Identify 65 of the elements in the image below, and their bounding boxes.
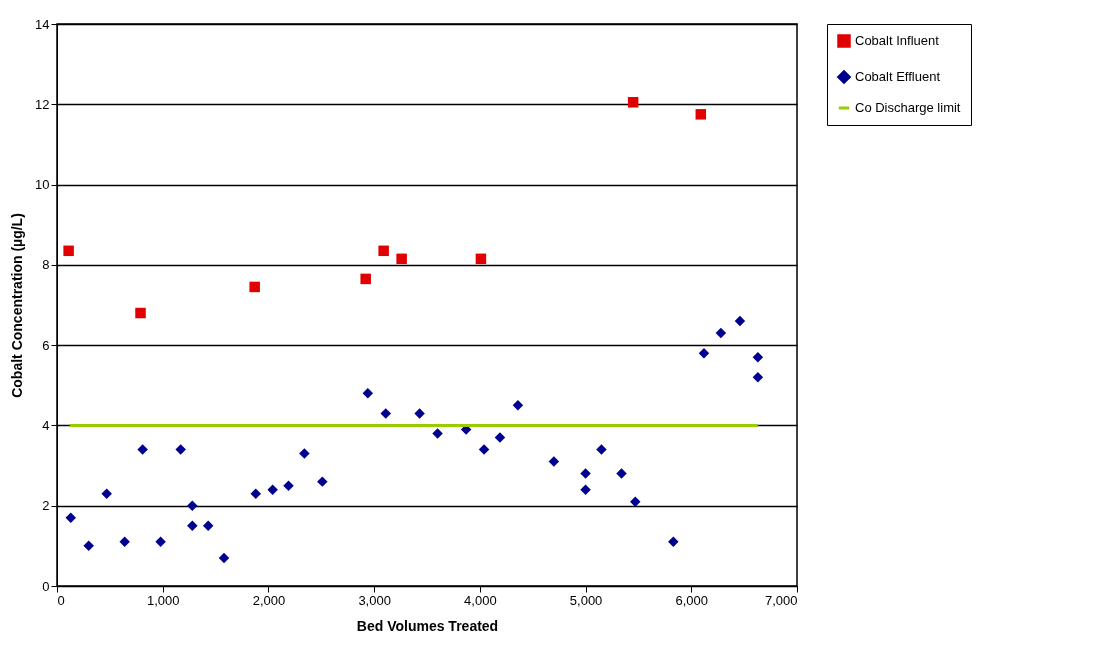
point bbox=[362, 388, 374, 399]
legend-label: Cobalt Effluent bbox=[855, 69, 941, 84]
point bbox=[432, 428, 443, 439]
point bbox=[187, 520, 198, 532]
x-tick-label: 7,000 bbox=[764, 592, 798, 608]
point bbox=[317, 476, 328, 487]
point bbox=[137, 444, 148, 455]
x-tick-label: 3,000 bbox=[358, 592, 391, 608]
point bbox=[250, 488, 261, 499]
point bbox=[83, 540, 94, 552]
point bbox=[734, 315, 746, 327]
y-tick-label: 8 bbox=[42, 257, 50, 273]
point bbox=[580, 484, 591, 495]
x-tick-label: 0 bbox=[57, 592, 65, 608]
y-tick-label: 12 bbox=[35, 96, 50, 112]
legend-label: Cobalt Influent bbox=[855, 33, 940, 48]
point bbox=[414, 408, 425, 419]
point bbox=[580, 468, 591, 479]
x-tick-label: 6,000 bbox=[675, 592, 709, 608]
x-tick-label: 4,000 bbox=[464, 592, 497, 608]
point bbox=[101, 488, 112, 499]
point bbox=[249, 281, 260, 293]
point bbox=[119, 536, 130, 548]
point bbox=[63, 245, 74, 257]
point bbox=[218, 552, 230, 564]
point bbox=[267, 484, 278, 495]
y-tick-label: 0 bbox=[42, 578, 50, 594]
point bbox=[360, 273, 371, 285]
point bbox=[65, 512, 76, 523]
point bbox=[548, 456, 560, 467]
point bbox=[698, 347, 710, 359]
point bbox=[715, 327, 727, 339]
point bbox=[695, 109, 707, 120]
point bbox=[494, 432, 506, 443]
point bbox=[752, 372, 764, 383]
x-tick-label: 2,000 bbox=[252, 592, 286, 608]
y-tick-label: 6 bbox=[42, 337, 50, 353]
point bbox=[512, 400, 524, 411]
point bbox=[378, 245, 389, 257]
point bbox=[752, 351, 764, 363]
point bbox=[478, 444, 490, 455]
y-tick-label: 2 bbox=[42, 498, 50, 514]
point bbox=[627, 97, 639, 108]
point bbox=[155, 536, 166, 548]
point bbox=[396, 253, 407, 265]
point bbox=[283, 480, 294, 491]
x-tick-label: 5,000 bbox=[569, 592, 603, 608]
point bbox=[202, 520, 214, 532]
point bbox=[630, 496, 641, 507]
x-tick-label: 1,000 bbox=[146, 592, 180, 608]
x-axis-title: Bed Volumes Treated bbox=[356, 617, 499, 634]
legend-label: Co Discharge limit bbox=[855, 100, 961, 115]
point bbox=[299, 448, 310, 459]
y-tick-label: 14 bbox=[35, 16, 50, 32]
point bbox=[616, 468, 627, 479]
point bbox=[475, 253, 487, 265]
point bbox=[668, 536, 679, 548]
point bbox=[135, 307, 146, 319]
y-axis-title: Cobalt Concentration (µg/L) bbox=[9, 213, 26, 398]
point bbox=[175, 444, 186, 455]
y-tick-label: 10 bbox=[35, 177, 50, 193]
point bbox=[596, 444, 607, 455]
y-tick-label: 4 bbox=[42, 417, 50, 433]
point bbox=[187, 500, 198, 511]
point bbox=[380, 408, 392, 419]
